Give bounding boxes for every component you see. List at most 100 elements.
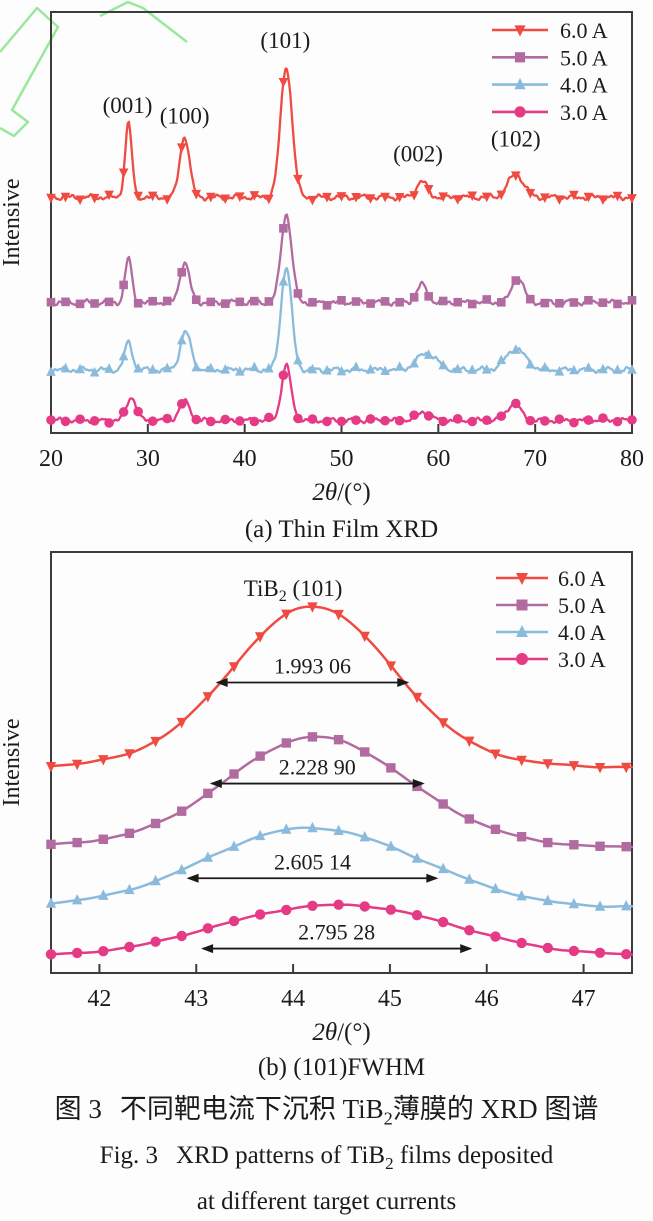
marker-triangle-up (133, 362, 143, 373)
marker-square (72, 837, 82, 848)
marker-square (621, 842, 631, 852)
caption-en-number: Fig. 3 (99, 1142, 159, 1170)
legend-label: 5.0 A (560, 45, 608, 70)
marker-triangle-down (568, 761, 580, 772)
marker-circle (490, 931, 501, 942)
marker-triangle-down (124, 749, 135, 760)
marker-square (148, 296, 157, 306)
marker-triangle-up (542, 894, 553, 906)
marker-square (516, 599, 528, 611)
marker-triangle-down (118, 168, 129, 179)
marker-triangle-up (351, 361, 361, 371)
marker-triangle-down (307, 195, 318, 206)
marker-square (540, 298, 550, 308)
marker-triangle-up (228, 840, 240, 851)
marker-triangle-down (627, 194, 637, 204)
caption-en-sub: 2 (385, 1154, 394, 1174)
fwhm-label: 2.228 90 (279, 755, 356, 780)
marker-square (482, 295, 492, 304)
marker-triangle-down (89, 193, 100, 204)
marker-triangle-down (45, 761, 57, 773)
marker-triangle-up (490, 882, 501, 894)
marker-triangle-down (333, 609, 344, 621)
marker-square (203, 788, 213, 799)
marker-square (467, 299, 477, 309)
marker-circle (89, 416, 100, 426)
chart-title: TiB2 (101) (244, 576, 343, 605)
marker-triangle-down (162, 195, 172, 205)
peak-label: (101) (260, 28, 310, 53)
caption-en-text-b: films deposited (393, 1142, 554, 1170)
marker-square (75, 299, 85, 309)
marker-triangle-up (104, 363, 114, 373)
marker-circle (612, 416, 623, 427)
marker-triangle-down (514, 25, 526, 37)
marker-square (569, 840, 579, 850)
marker-triangle-up (293, 354, 303, 365)
legend-label: 5.0 A (558, 593, 606, 618)
marker-triangle-down (281, 609, 292, 621)
x-tick-label: 43 (184, 986, 208, 1012)
legend-label: 6.0 A (558, 566, 606, 591)
marker-circle (365, 414, 376, 424)
arrowhead-right (412, 779, 425, 789)
caption-cn-sub: 2 (383, 1108, 393, 1129)
watermark-line (99, 0, 188, 43)
watermark (0, 0, 188, 138)
arrowhead-right (397, 678, 410, 688)
marker-circle (481, 415, 492, 426)
fwhm-label: 2.795 28 (298, 920, 375, 945)
marker-triangle-down (133, 191, 143, 202)
marker-square (177, 806, 187, 816)
marker-triangle-down (104, 190, 114, 201)
marker-triangle-down (598, 195, 608, 206)
marker-square (584, 296, 593, 305)
marker-circle (437, 916, 449, 928)
marker-circle (147, 416, 158, 427)
marker-triangle-up (191, 361, 202, 372)
marker-triangle-down (176, 143, 187, 153)
marker-square (333, 734, 344, 745)
marker-triangle-up (205, 362, 216, 373)
x-tick-label: 20 (39, 446, 63, 472)
marker-circle (264, 412, 274, 423)
marker-triangle-up (249, 361, 260, 372)
marker-triangle-up (60, 362, 71, 373)
marker-circle (133, 406, 143, 417)
marker-circle (598, 413, 608, 423)
caption-english-line2: at different target currents (196, 1188, 457, 1216)
marker-triangle-up (452, 363, 463, 374)
marker-square (380, 297, 390, 306)
marker-triangle-down (336, 192, 347, 202)
series-line-4.0A (49, 266, 634, 375)
marker-triangle-down (98, 755, 109, 766)
marker-circle (150, 936, 161, 947)
marker-triangle-up (307, 363, 318, 374)
marker-square (351, 297, 361, 306)
marker-square (90, 299, 99, 308)
marker-square (598, 298, 608, 307)
marker-square (613, 299, 622, 309)
marker-square (229, 769, 239, 779)
marker-square (438, 799, 448, 809)
marker-circle (162, 413, 172, 424)
legend-label: 6.0 A (560, 18, 608, 43)
marker-triangle-up (264, 362, 274, 373)
marker-triangle-down (464, 736, 475, 748)
marker-square (250, 296, 259, 306)
fwhm-label: 2.605 14 (274, 849, 351, 874)
marker-triangle-down (228, 662, 240, 673)
x-axis-label: 2θ/(°) (312, 479, 370, 506)
marker-triangle-up (380, 365, 390, 375)
x-tick-label: 80 (620, 446, 644, 472)
marker-circle (220, 414, 231, 425)
marker-circle (228, 915, 240, 927)
marker-triangle-up (464, 873, 475, 884)
marker-triangle-up (598, 363, 608, 374)
marker-triangle-up (359, 831, 370, 842)
fwhm-chart-b: 42 43 44 45 46 47 TiB2 (101) 1.993 06 2.228 90 2.… (0, 551, 634, 1080)
marker-square (464, 814, 475, 824)
marker-circle (202, 923, 214, 934)
marker-circle (322, 416, 332, 427)
marker-circle (293, 413, 303, 424)
